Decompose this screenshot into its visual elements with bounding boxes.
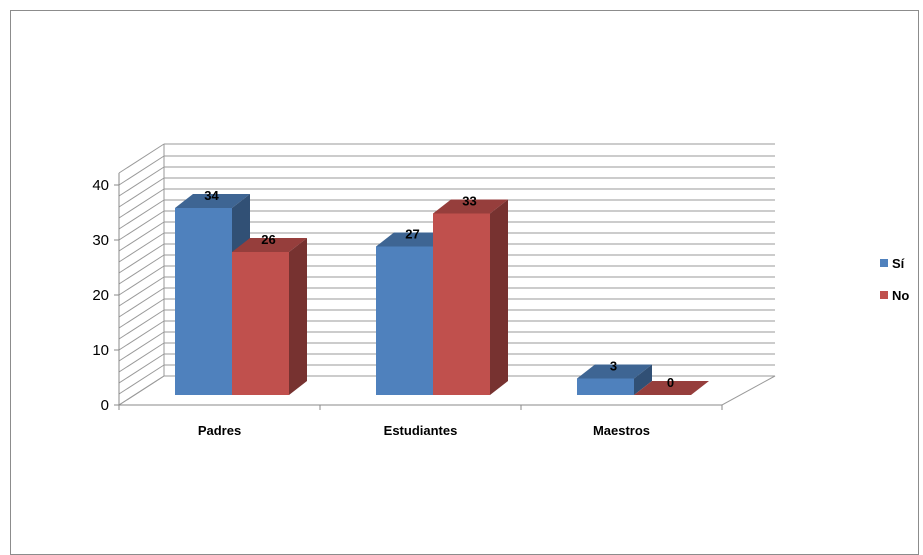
bar-side — [289, 238, 307, 395]
bar-top — [433, 199, 508, 214]
bar-front — [376, 246, 433, 395]
side-gridline — [118, 243, 165, 274]
side-gridline — [118, 309, 165, 340]
y-tick-label: 20 — [92, 287, 109, 304]
side-gridline — [118, 221, 165, 252]
side-gridline — [118, 331, 165, 362]
legend-item-si: Sí — [880, 254, 909, 272]
legend-swatch-si — [880, 259, 888, 267]
bar-front — [232, 252, 289, 395]
y-tick-label: 0 — [101, 397, 109, 414]
side-gridline — [118, 155, 165, 186]
data-label: 34 — [204, 188, 219, 203]
bar-chart: 0102030403426Padres2733Estudiantes30Maes… — [92, 143, 776, 438]
data-label: 0 — [667, 375, 674, 390]
legend-item-no: No — [880, 286, 909, 304]
data-label: 33 — [462, 194, 476, 209]
side-gridline — [118, 265, 165, 296]
side-gridline — [118, 342, 165, 373]
bar-top — [175, 194, 250, 208]
bar-top — [577, 364, 652, 379]
x-category-label: Maestros — [593, 423, 650, 438]
side-gridline — [118, 364, 165, 395]
data-label: 26 — [261, 232, 275, 247]
x-category-label: Estudiantes — [384, 423, 458, 438]
bar-top — [376, 232, 451, 247]
side-gridline — [118, 320, 165, 351]
side-gridline — [118, 298, 165, 329]
bar-side — [634, 364, 652, 395]
bar-side — [490, 199, 508, 395]
side-gridline — [118, 199, 165, 230]
bar-top — [634, 381, 709, 395]
side-wall-top — [118, 143, 165, 174]
side-gridline — [118, 210, 165, 241]
side-gridline — [118, 177, 165, 208]
data-label: 3 — [610, 359, 617, 374]
side-gridline — [118, 276, 165, 307]
side-gridline — [118, 166, 165, 197]
bar-front — [175, 208, 232, 395]
bar-top — [232, 238, 307, 252]
side-gridline — [118, 254, 165, 285]
bar-front — [433, 213, 490, 395]
legend-swatch-no — [880, 291, 888, 299]
side-gridline — [118, 287, 165, 318]
y-tick-label: 40 — [92, 177, 109, 194]
legend-label-si: Sí — [892, 255, 905, 271]
y-tick-label: 30 — [92, 232, 109, 249]
side-gridline — [118, 353, 165, 384]
data-label: 27 — [405, 227, 419, 242]
side-gridline — [118, 232, 165, 263]
legend: Sí No — [880, 254, 909, 318]
y-tick-label: 10 — [92, 342, 109, 359]
bar-front — [577, 378, 634, 395]
x-category-label: Padres — [198, 423, 241, 438]
side-gridline — [118, 188, 165, 219]
legend-label-no: No — [892, 287, 910, 303]
